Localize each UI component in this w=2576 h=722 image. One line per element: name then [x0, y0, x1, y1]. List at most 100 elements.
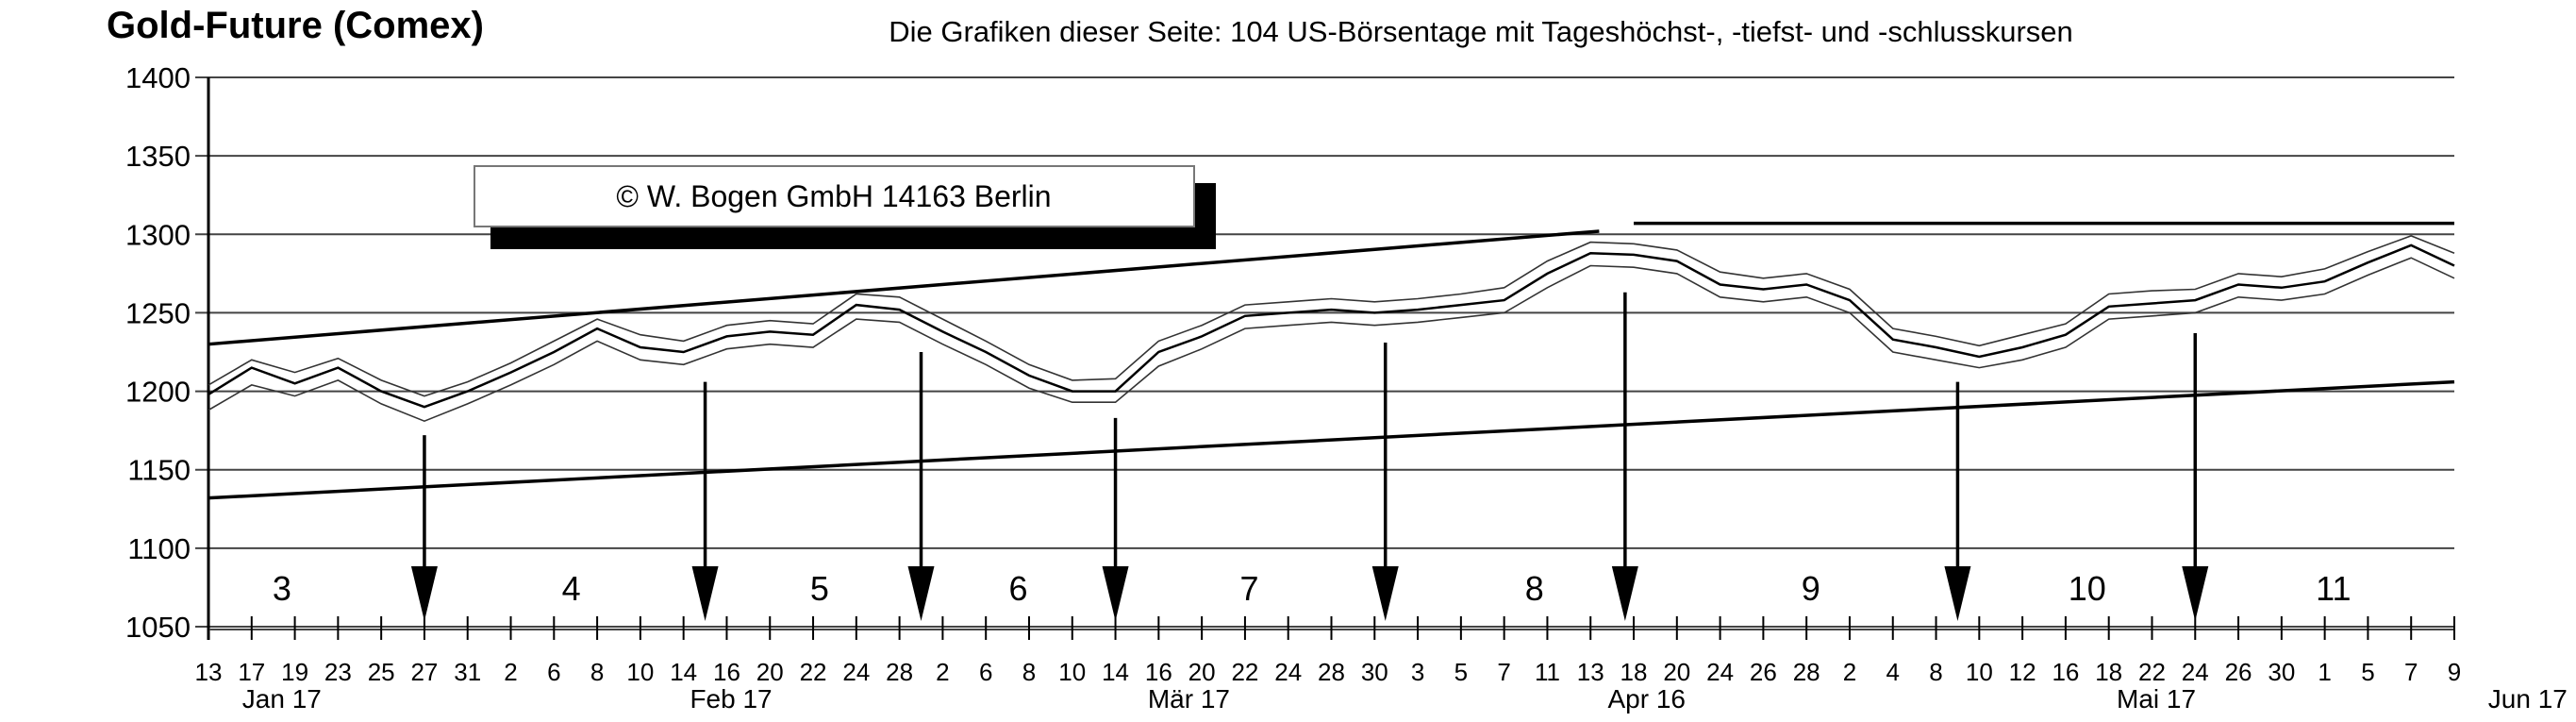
cycle-arrows [410, 292, 2209, 621]
x-tick-label: 16 [1145, 658, 1172, 686]
wave-labels: 3 4 5 6 7 8 9 10 11 [273, 569, 2352, 608]
wave-number-label: 5 [810, 569, 829, 608]
x-tick-label: 18 [2095, 658, 2122, 686]
x-tick-label: 28 [886, 658, 913, 686]
month-label: Feb 17 [690, 684, 772, 714]
x-tick-label: 28 [1318, 658, 1345, 686]
x-tick-label: 8 [590, 658, 604, 686]
month-label: Jun 17 [2488, 684, 2568, 714]
month-label: Mär 17 [1148, 684, 1230, 714]
x-tick-label: 4 [1886, 658, 1900, 686]
y-tick-label: 1050 [125, 611, 191, 644]
x-tick-label: 27 [410, 658, 438, 686]
x-tick-label: 5 [2361, 658, 2374, 686]
x-tick-label: 30 [1361, 658, 1388, 686]
x-tick-label: 20 [1188, 658, 1216, 686]
high-series-line [208, 235, 2455, 397]
wave-number-label: 7 [1239, 569, 1258, 608]
x-tick-label: 6 [547, 658, 560, 686]
x-tick-label: 26 [1750, 658, 1777, 686]
x-tick-label: 24 [842, 658, 870, 686]
x-tick-label: 5 [1454, 658, 1468, 686]
trend-line [208, 379, 2455, 500]
wave-number-label: 6 [1009, 569, 1028, 608]
low-series-line [208, 257, 2455, 423]
arrow-down-icon [691, 566, 719, 621]
arrow-down-icon [1611, 566, 1638, 621]
x-tick-label: 2 [504, 658, 517, 686]
x-tick-label: 22 [800, 658, 827, 686]
trend-line [208, 229, 1600, 346]
x-tick-label: 16 [2052, 658, 2079, 686]
x-tick-label: 7 [1497, 658, 1510, 686]
x-tick-label: 3 [1411, 658, 1424, 686]
y-tick-label: 1400 [125, 61, 191, 94]
x-tick-label: 8 [1929, 658, 1942, 686]
price-series [208, 235, 2455, 423]
copyright-box: © W. Bogen GmbH 14163 Berlin [474, 165, 1216, 249]
x-tick-label: 24 [2182, 658, 2209, 686]
x-tick-label: 2 [1843, 658, 1856, 686]
y-tick-label: 1150 [127, 454, 191, 487]
x-tick-label: 12 [2009, 658, 2036, 686]
arrow-down-icon [1102, 566, 1129, 621]
x-tick-label: 14 [670, 658, 697, 686]
wave-number-label: 9 [1802, 569, 1820, 608]
wave-number-label: 11 [2316, 569, 2351, 608]
x-tick-label: 20 [756, 658, 784, 686]
x-tick-label: 22 [2138, 658, 2166, 686]
arrow-down-icon [1371, 566, 1399, 621]
x-tick-label: 14 [1102, 658, 1129, 686]
month-label: Mai 17 [2117, 684, 2196, 714]
trend-lines [208, 221, 2455, 500]
copyright-text: © W. Bogen GmbH 14163 Berlin [616, 179, 1051, 213]
x-tick-label: 11 [1535, 658, 1560, 686]
x-tick-label: 26 [2225, 658, 2252, 686]
x-tick-label: 7 [2404, 658, 2418, 686]
x-tick-label: 13 [1577, 658, 1604, 686]
y-tick-label: 1100 [127, 532, 191, 565]
y-tick-label: 1200 [125, 376, 191, 409]
x-tick-label: 6 [979, 658, 992, 686]
x-tick-label: 17 [238, 658, 265, 686]
x-tick-label: 23 [324, 658, 352, 686]
gridlines [195, 76, 2454, 628]
wave-number-label: 4 [562, 569, 581, 608]
arrow-down-icon [1944, 566, 1971, 621]
x-tick-label: 10 [1966, 658, 1993, 686]
x-tick-label: 13 [195, 658, 223, 686]
x-tick-label: 10 [1058, 658, 1086, 686]
x-tick-label: 22 [1231, 658, 1258, 686]
x-tick-label: 16 [713, 658, 740, 686]
arrow-down-icon [2182, 566, 2209, 621]
x-tick-label: 28 [1793, 658, 1820, 686]
x-tick-label: 18 [1620, 658, 1648, 686]
x-tick-label: 20 [1663, 658, 1690, 686]
month-label: Apr 16 [1608, 684, 1687, 714]
x-tick-label: 8 [1022, 658, 1036, 686]
month-label: Jan 17 [242, 684, 322, 714]
arrow-down-icon [907, 566, 935, 621]
y-tick-label: 1250 [125, 296, 191, 329]
chart-title: Gold-Future (Comex) [107, 5, 484, 46]
x-tick-label: 31 [454, 658, 481, 686]
x-tick-label: 30 [2268, 658, 2295, 686]
x-tick-label: 19 [281, 658, 308, 686]
close-series-line [208, 243, 2455, 409]
x-tick-label: 10 [626, 658, 654, 686]
y-tick-label: 1300 [125, 218, 191, 251]
x-tick-label: 24 [1706, 658, 1734, 686]
arrow-down-icon [410, 566, 438, 621]
copyright-frame [474, 165, 1195, 227]
x-tick-label: 9 [2448, 658, 2461, 686]
x-tick-label: 25 [368, 658, 395, 686]
wave-number-label: 8 [1525, 569, 1544, 608]
x-tick-label: 2 [936, 658, 949, 686]
x-tick-label: 1 [2318, 658, 2331, 686]
y-tick-label: 1350 [125, 140, 191, 173]
wave-number-label: 3 [273, 569, 291, 608]
chart-subtitle: Die Grafiken dieser Seite: 104 US-Börsen… [889, 15, 2073, 48]
wave-number-label: 10 [2069, 569, 2106, 608]
